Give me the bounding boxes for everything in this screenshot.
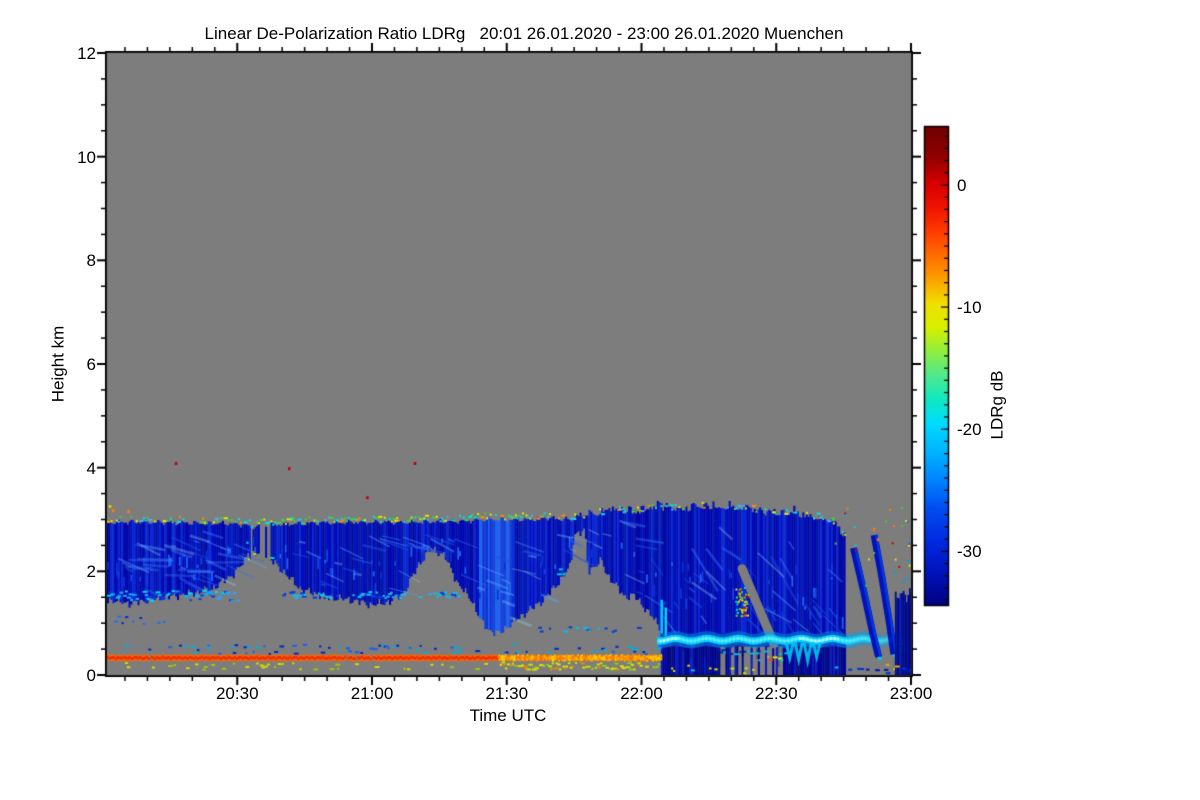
y-tick-label: 0 bbox=[86, 666, 96, 685]
x-axis-label: Time UTC bbox=[469, 706, 547, 725]
colorbar-tick-label: -30 bbox=[957, 542, 982, 562]
colorbar-tick-label: 0 bbox=[957, 175, 967, 195]
y-tick-label: 4 bbox=[86, 458, 96, 478]
colorbar-label: LDRg dB bbox=[987, 370, 1007, 440]
x-tick-label: 21:30 bbox=[485, 684, 529, 703]
colorbar-tick-label: -20 bbox=[957, 420, 982, 440]
x-tick-label: 22:00 bbox=[620, 684, 663, 703]
x-tick-label: 21:00 bbox=[350, 684, 394, 703]
colorbar-tick-label: -10 bbox=[957, 298, 982, 318]
y-tick-label: 2 bbox=[86, 562, 96, 582]
y-tick-label: 12 bbox=[77, 44, 96, 63]
x-tick-label: 22:30 bbox=[754, 684, 798, 703]
x-tick-label: 23:00 bbox=[889, 684, 933, 703]
y-tick-label: 10 bbox=[77, 147, 96, 167]
plot-title: Linear De-Polarization Ratio LDRg 20:01 … bbox=[204, 24, 844, 43]
y-tick-label: 6 bbox=[86, 355, 96, 374]
y-tick-label: 8 bbox=[86, 251, 96, 271]
x-tick-label: 20:30 bbox=[215, 684, 259, 703]
